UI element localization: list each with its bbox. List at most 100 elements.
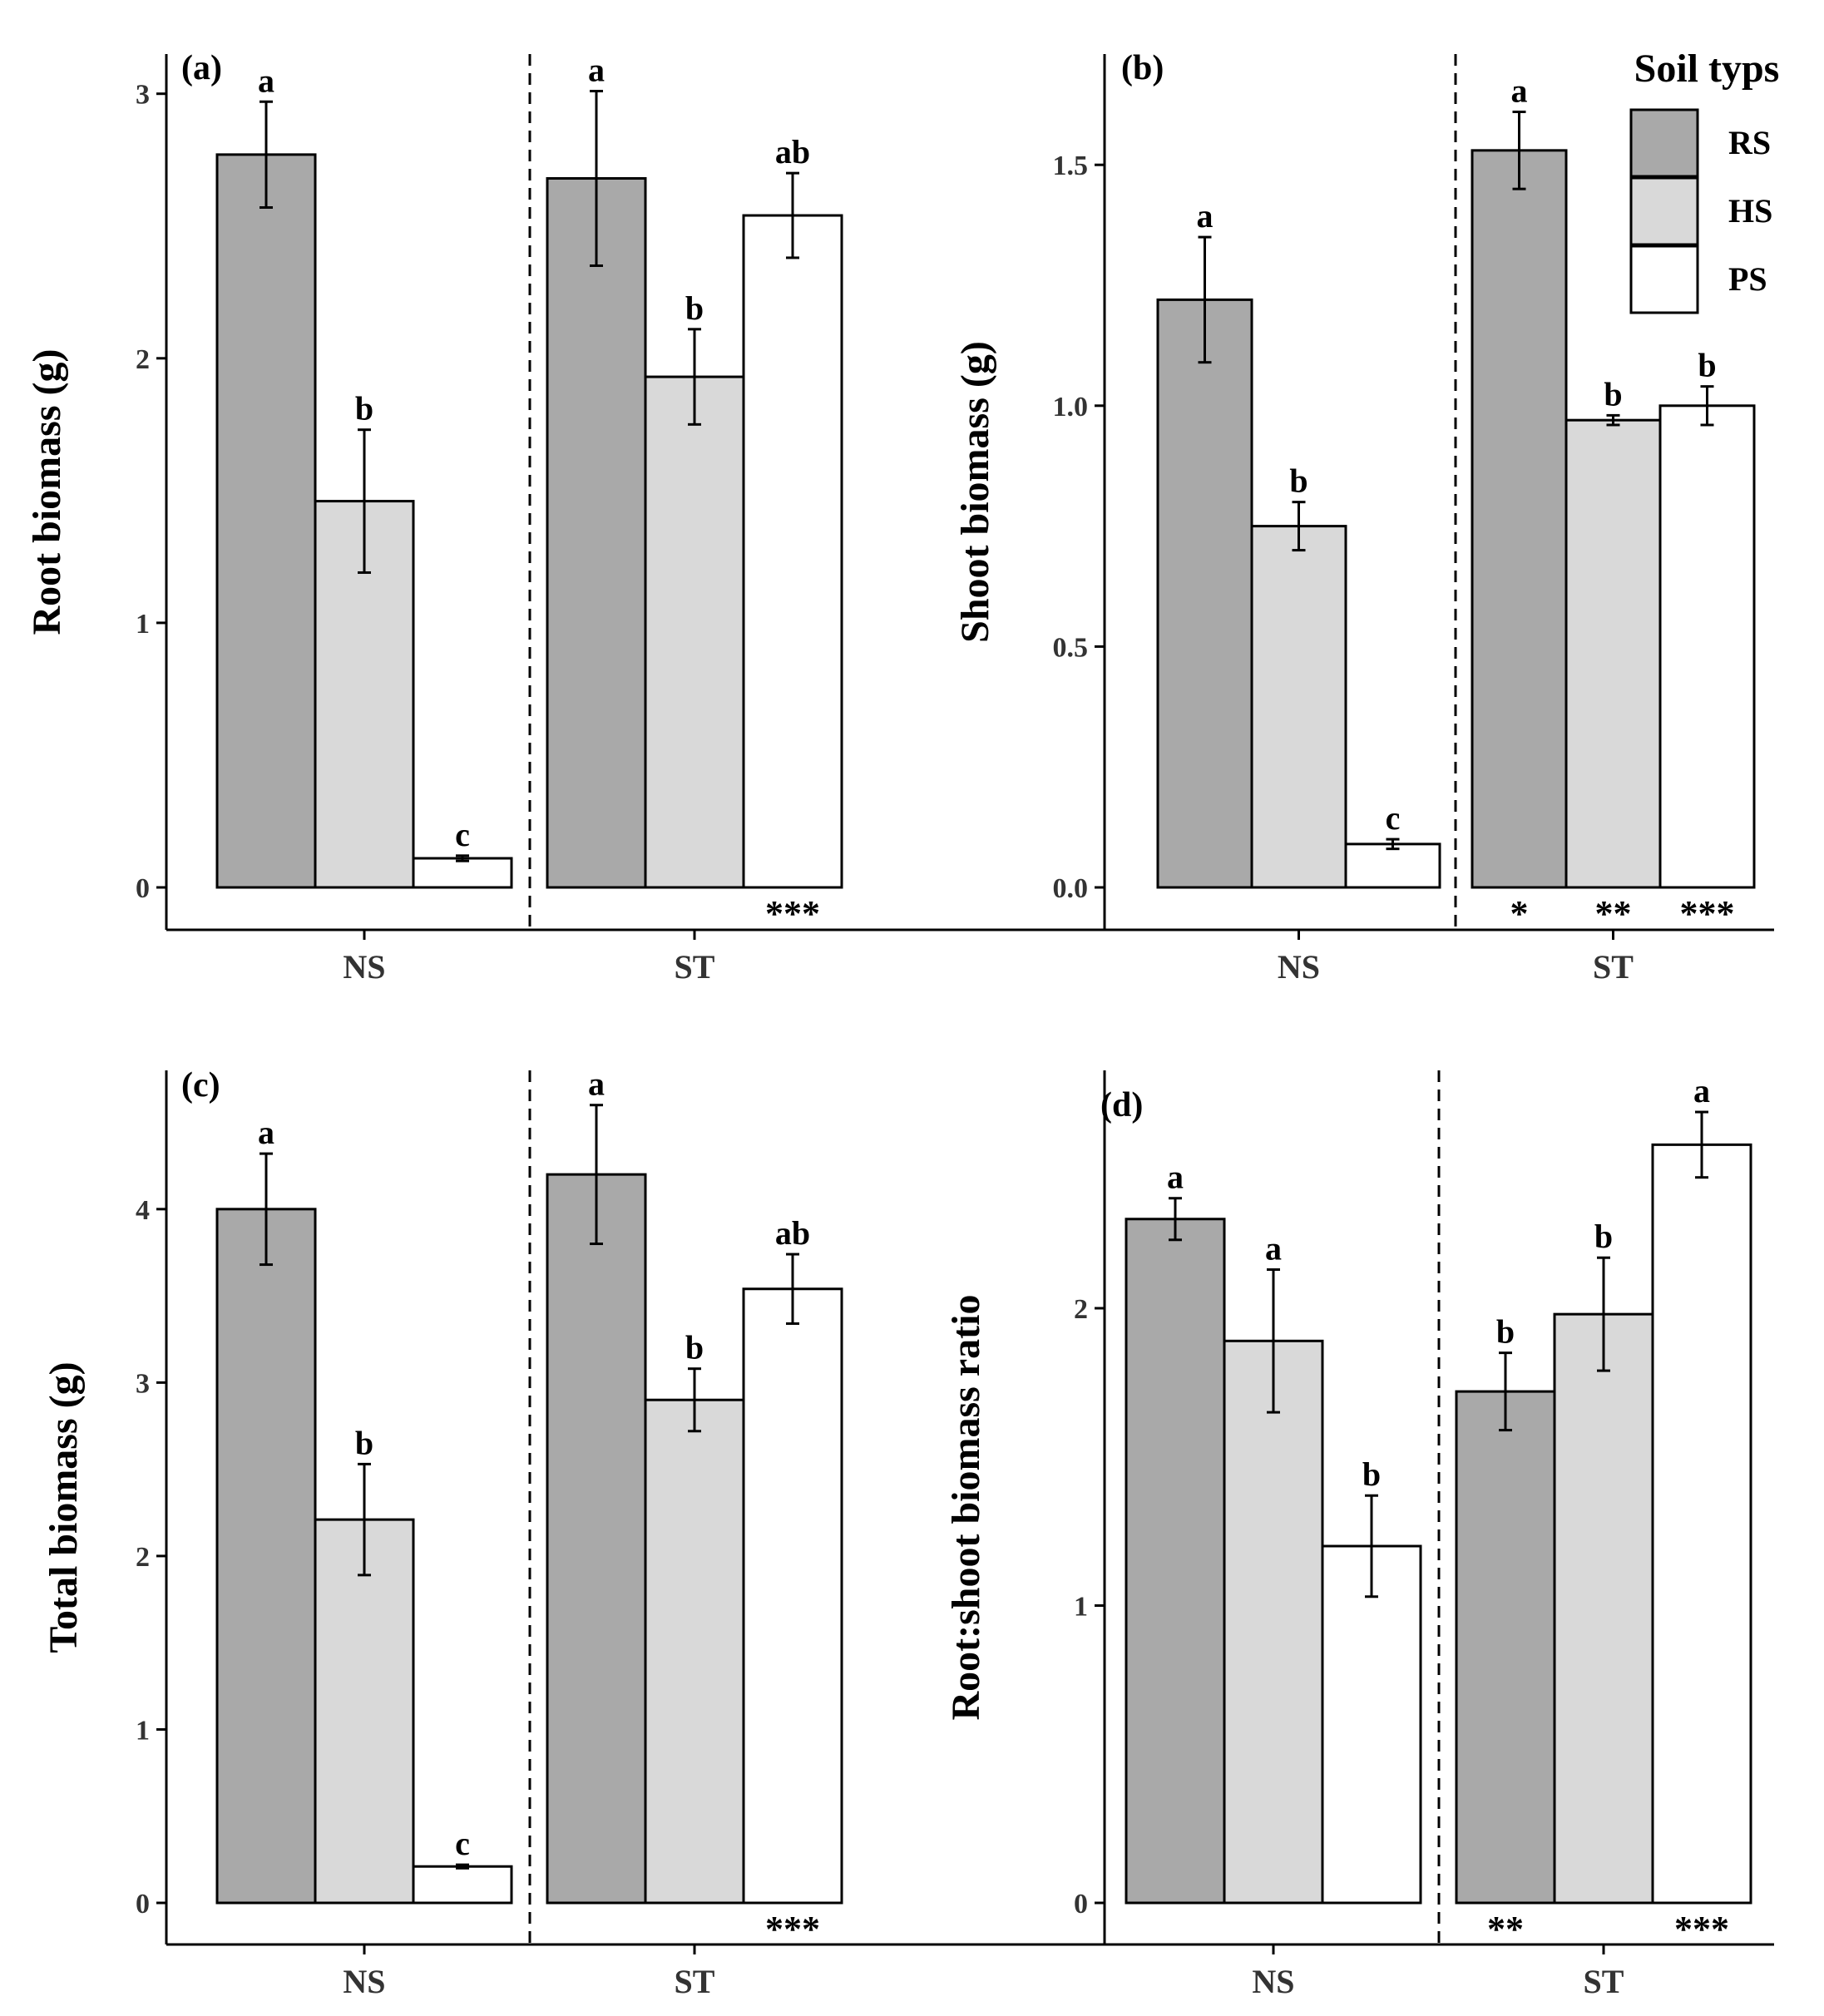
error-bar: [1169, 1197, 1182, 1242]
error-bar: [456, 1863, 469, 1870]
error-bar: [688, 328, 701, 426]
legend-label: RS: [1728, 124, 1771, 161]
bar-st-hs: [1553, 1312, 1654, 1905]
significance-stars: ***: [1680, 893, 1735, 934]
y-tick-label: 1: [136, 1715, 150, 1746]
panel-tag: (a): [181, 49, 222, 87]
error-bar: [1386, 838, 1400, 851]
y-tick-label: 0: [1074, 1889, 1088, 1920]
bar-ns-rs: [1156, 298, 1253, 889]
significance-letter: a: [258, 62, 274, 99]
significance-letter: a: [258, 1114, 274, 1151]
bar-st-hs: [644, 1398, 745, 1905]
significance-letter: b: [685, 1329, 704, 1366]
bar-st-rs: [546, 1173, 647, 1905]
legend-swatch-hs: [1629, 176, 1699, 246]
significance-letter: c: [455, 816, 470, 853]
legend-label: PS: [1728, 260, 1767, 298]
significance-letter: b: [685, 289, 704, 327]
bar-st-ps: [1651, 1143, 1752, 1905]
error-bar: [1597, 1256, 1610, 1372]
y-tick-label: 4: [136, 1195, 150, 1226]
bar-st-rs: [546, 177, 647, 889]
bar-st-rs: [1455, 1390, 1556, 1905]
y-tick-label: 0: [136, 1889, 150, 1920]
y-tick-label: 1.0: [1053, 392, 1089, 422]
error-bar: [1267, 1268, 1280, 1414]
significance-letter: a: [1693, 1072, 1710, 1109]
error-bar: [260, 1152, 273, 1267]
significance-letter: a: [1265, 1230, 1282, 1267]
legend-title: Soil typs: [1634, 47, 1780, 91]
error-bar: [786, 171, 799, 259]
bar-st-ps: [742, 214, 843, 889]
error-bar: [1512, 111, 1526, 190]
error-bar: [358, 1462, 371, 1577]
error-bar: [1292, 501, 1306, 552]
significance-stars: ***: [1674, 1909, 1729, 1949]
significance-letter: a: [1511, 72, 1528, 110]
x-tick-label: ST: [675, 1963, 715, 2000]
y-tick-label: 2: [136, 1542, 150, 1573]
y-axis-title: Shoot biomass (g): [953, 341, 997, 643]
bar-st-hs: [1564, 418, 1662, 889]
x-tick-label: NS: [343, 948, 385, 986]
error-bar: [688, 1367, 701, 1433]
significance-letter: a: [588, 1065, 605, 1103]
significance-letter: ab: [775, 1214, 810, 1252]
x-tick-label: NS: [1278, 948, 1320, 986]
legend-swatch-rs: [1629, 108, 1699, 178]
panel-b: 0.0 0.5 1.0 1.5 Shoot biomass (g) (b) a b c NS a * b…: [953, 49, 1774, 986]
significance-stars: *: [1510, 893, 1529, 934]
y-axis-title: Root biomass (g): [25, 349, 69, 635]
y-tick-label: 3: [136, 80, 150, 111]
error-bar: [1695, 1110, 1708, 1179]
significance-stars: ***: [765, 1909, 820, 1949]
bar-ns-ps: [1344, 842, 1441, 889]
error-bar: [1198, 235, 1212, 364]
significance-letter: c: [1386, 799, 1401, 837]
significance-letter: a: [588, 52, 605, 89]
error-bar: [260, 100, 273, 209]
bar-ns-rs: [215, 153, 317, 889]
error-bar: [1606, 413, 1620, 427]
error-bar: [1365, 1494, 1378, 1598]
bar-st-ps: [1658, 404, 1756, 889]
significance-letter: b: [1362, 1455, 1381, 1493]
panel-tag: (c): [181, 1066, 220, 1104]
y-tick-label: 2: [1074, 1294, 1088, 1325]
error-bar: [590, 90, 603, 267]
significance-letter: b: [1289, 462, 1307, 500]
panel-tag: (b): [1121, 49, 1164, 87]
significance-letter: b: [1496, 1313, 1515, 1351]
significance-stars: **: [1487, 1909, 1524, 1949]
error-bar: [1499, 1351, 1512, 1432]
significance-letter: b: [355, 1424, 373, 1461]
bar-ns-hs: [1223, 1339, 1324, 1905]
significance-stars: **: [1595, 893, 1632, 934]
legend: Soil typs RS HS PS: [1629, 47, 1780, 314]
legend-label: HS: [1728, 192, 1772, 230]
significance-letter: ab: [775, 133, 810, 170]
y-tick-label: 0.5: [1053, 632, 1089, 663]
y-tick-label: 0.0: [1053, 873, 1089, 904]
y-axis-title: Root:shoot biomass ratio: [944, 1295, 988, 1721]
y-tick-label: 1: [1074, 1592, 1088, 1623]
significance-letter: b: [355, 390, 373, 427]
significance-letter: b: [1594, 1218, 1613, 1255]
y-tick-label: 0: [136, 873, 150, 904]
bar-st-ps: [742, 1287, 843, 1905]
y-tick-label: 2: [136, 344, 150, 375]
error-bar: [456, 854, 469, 862]
error-bar: [590, 1104, 603, 1246]
bar-st-rs: [1471, 149, 1568, 889]
significance-letter: a: [1197, 197, 1214, 235]
bar-ns-hs: [314, 1518, 415, 1905]
bar-st-hs: [644, 375, 745, 889]
legend-swatch-ps: [1629, 245, 1699, 314]
significance-letter: b: [1604, 375, 1622, 413]
y-tick-label: 1: [136, 609, 150, 640]
significance-letter: b: [1698, 347, 1716, 384]
